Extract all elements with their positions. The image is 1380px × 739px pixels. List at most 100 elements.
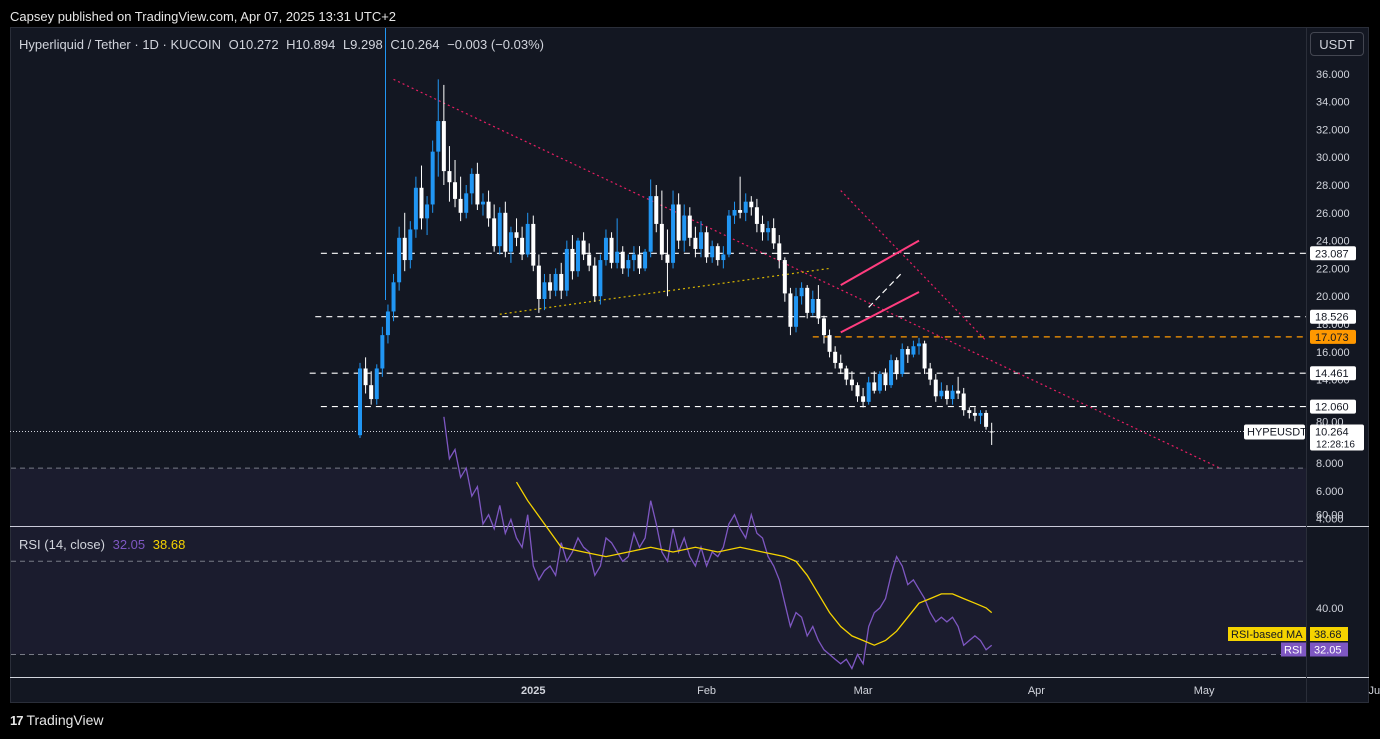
candle-body <box>944 390 949 400</box>
candle-body <box>928 368 933 380</box>
rsi-series-name-badge <box>1281 642 1306 657</box>
rsi-ma-legend-value: 38.68 <box>152 537 186 552</box>
candle-body <box>587 254 592 266</box>
candle-body <box>961 393 966 411</box>
currency-button[interactable]: USDT <box>1310 32 1364 56</box>
candle-body <box>782 260 787 294</box>
candle-body <box>581 240 586 255</box>
candle-body <box>726 215 731 255</box>
price-tick-label: 4.000 <box>1316 514 1344 526</box>
ohlc-low: L9.298 <box>342 37 383 52</box>
ohlc-close: C10.264 <box>390 37 440 52</box>
candle-body <box>564 248 569 291</box>
candle-body <box>402 237 407 261</box>
price-tick-label: 6.000 <box>1316 486 1344 498</box>
candle-body <box>469 173 474 194</box>
price-level-label: 23.087 <box>1315 248 1349 260</box>
candle-body <box>603 237 608 261</box>
rsi-line <box>443 416 993 670</box>
candle-body <box>950 390 955 400</box>
time-tick-label: May <box>1194 685 1215 697</box>
candle-body <box>397 237 402 283</box>
candle-body <box>900 349 905 375</box>
candle-body <box>844 368 849 380</box>
candle-body <box>676 204 681 241</box>
candle-body <box>520 237 525 255</box>
trendline <box>840 190 987 342</box>
candle-body <box>743 201 748 213</box>
candle-body <box>738 210 743 213</box>
candle-body <box>631 254 636 261</box>
candle-body <box>570 248 575 272</box>
price-tick-label: 34.000 <box>1316 97 1350 109</box>
price-level-badge <box>1310 366 1356 381</box>
ohlc-high: H10.894 <box>286 37 336 52</box>
candle-body <box>821 318 826 336</box>
rsi-value-badge <box>1310 642 1348 657</box>
time-tick-label: Feb <box>697 685 716 697</box>
time-tick-label: Jun <box>1369 685 1380 697</box>
price-level-badge <box>1310 329 1356 344</box>
candle-body <box>799 287 804 297</box>
price-tick-label: 32.000 <box>1316 124 1350 136</box>
candle-body <box>794 296 799 327</box>
tradingview-brand[interactable]: 17 TradingView <box>10 712 104 728</box>
chart-frame[interactable] <box>10 27 1369 703</box>
candle-body <box>693 237 698 249</box>
rsi-tick-label: 80.00 <box>1316 417 1344 429</box>
price-tick-label: 20.000 <box>1316 291 1350 303</box>
candle-body <box>458 198 463 213</box>
candle-body <box>933 379 938 397</box>
candle-body <box>598 260 603 297</box>
price-tick-label: 26.000 <box>1316 208 1350 220</box>
candle-body <box>514 232 519 238</box>
candle-body <box>576 240 581 272</box>
rsi-tick-label: 60.00 <box>1316 510 1344 522</box>
price-tick-label: 24.000 <box>1316 236 1350 248</box>
price-level-label: 18.526 <box>1315 312 1349 324</box>
candle-body <box>447 171 452 183</box>
candle-body <box>508 232 513 252</box>
candle-body <box>643 251 648 269</box>
candle-body <box>956 390 961 394</box>
candle-body <box>665 254 670 263</box>
candle-body <box>917 343 921 347</box>
candle-body <box>967 410 972 413</box>
candle-body <box>710 246 715 258</box>
time-tick-label: Apr <box>1028 685 1045 697</box>
candle-body <box>609 237 614 263</box>
candle-body <box>648 196 653 252</box>
candle-body <box>715 246 720 261</box>
candle-body <box>816 298 821 319</box>
candle-body <box>637 254 642 269</box>
candle-body <box>922 343 927 369</box>
rsi-label[interactable]: RSI (14, close) <box>19 537 105 552</box>
current-price-badge <box>1310 424 1364 451</box>
candle-body <box>408 229 413 261</box>
price-level-label: 17.073 <box>1315 332 1349 344</box>
candle-body <box>559 273 564 291</box>
candle-body <box>704 232 709 258</box>
rsi-value-badge <box>1310 627 1348 641</box>
candle-body <box>838 362 843 369</box>
candle-body <box>833 351 838 363</box>
price-level-badge <box>1310 246 1356 261</box>
rsi-legend: RSI (14, close) 32.05 38.68 <box>19 537 185 552</box>
price-level-badge <box>1310 399 1356 414</box>
candle-body <box>413 187 418 230</box>
candle-body <box>682 215 687 241</box>
rsi-series-name: RSI <box>1284 645 1302 657</box>
countdown-label: 12:28:16 <box>1316 440 1355 451</box>
candle-body <box>380 335 385 369</box>
candle-body <box>659 223 664 255</box>
price-tick-label: 22.000 <box>1316 263 1350 275</box>
candle-body <box>883 374 888 386</box>
price-tick-label: 8.000 <box>1316 458 1344 470</box>
candle-body <box>894 360 899 375</box>
candle-body <box>905 349 910 355</box>
price-tick-label: 36.000 <box>1316 69 1350 81</box>
candle-body <box>425 204 430 219</box>
symbol-name[interactable]: Hyperliquid / Tether · 1D · KUCOIN <box>19 37 222 52</box>
rsi-value-label: 32.05 <box>1314 645 1342 657</box>
